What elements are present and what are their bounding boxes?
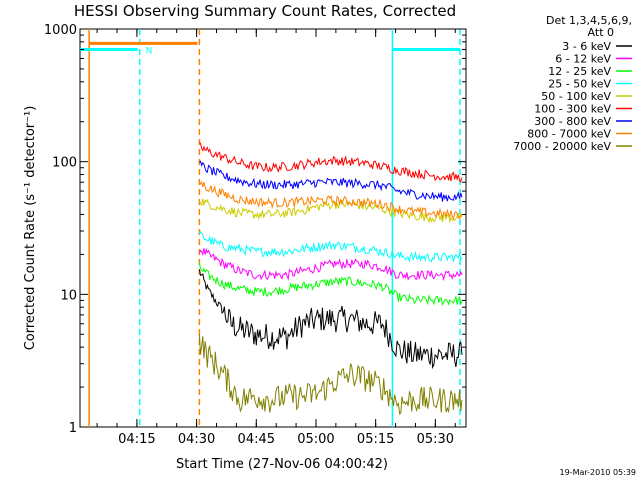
legend-entry-label: 800 - 7000 keV — [527, 128, 611, 141]
series-line — [198, 262, 463, 306]
x-tick-label: 05:30 — [417, 432, 454, 447]
legend-entry-label: 300 - 800 keV — [534, 115, 611, 128]
y-axis-label: Corrected Count Rate (s⁻¹ detector⁻¹) — [23, 106, 38, 351]
footer-date: 19-Mar-2010 05:39 — [560, 468, 637, 477]
series-line — [199, 180, 463, 221]
legend-entry-label: 25 - 50 keV — [548, 78, 611, 91]
y-tick-label: 1000 — [44, 23, 77, 38]
legend-header-line2: Att 0 — [588, 26, 614, 39]
axis-ticks: 1 10 100 1000 04:15 04:30 04:45 05:00 05:15 05:30 — [44, 23, 466, 447]
plot-area: N 1 10 100 1000 04:15 04:30 04:45 05:00 05:15 05:… — [44, 23, 467, 447]
annotation-label: N — [146, 47, 153, 57]
legend-entry-label: 50 - 100 keV — [541, 90, 611, 103]
legend-entry-label: 12 - 25 keV — [548, 65, 611, 78]
legend-entry-label: 100 - 300 keV — [534, 103, 611, 116]
status-bars: N — [80, 41, 461, 57]
series-line — [198, 198, 463, 224]
x-axis-label: Start Time (27-Nov-06 04:00:42) — [176, 457, 388, 472]
x-tick-label: 05:00 — [297, 432, 334, 447]
legend-entry-label: 3 - 6 keV — [562, 40, 611, 53]
series-lines — [198, 142, 463, 415]
y-tick-label: 1 — [69, 421, 77, 436]
y-tick-label: 100 — [52, 156, 77, 171]
plot-frame — [79, 28, 467, 428]
chart-title: HESSI Observing Summary Count Rates, Cor… — [74, 2, 456, 20]
series-line — [198, 269, 463, 370]
x-tick-label: 04:30 — [178, 432, 215, 447]
vertical-markers — [88, 29, 461, 427]
series-line — [199, 160, 463, 202]
series-line — [198, 230, 463, 264]
legend-entry-label: 6 - 12 keV — [555, 53, 611, 66]
x-tick-label: 04:45 — [238, 432, 275, 447]
x-tick-label: 04:15 — [118, 432, 155, 447]
series-line — [198, 247, 463, 282]
x-tick-label: 05:15 — [357, 432, 394, 447]
series-line — [198, 334, 463, 415]
legend-header-line1: Det 1,3,4,5,6,9, — [546, 14, 632, 27]
legend-entry-label: 7000 - 20000 keV — [513, 140, 611, 153]
series-line — [199, 142, 463, 183]
y-tick-label: 10 — [60, 288, 77, 303]
